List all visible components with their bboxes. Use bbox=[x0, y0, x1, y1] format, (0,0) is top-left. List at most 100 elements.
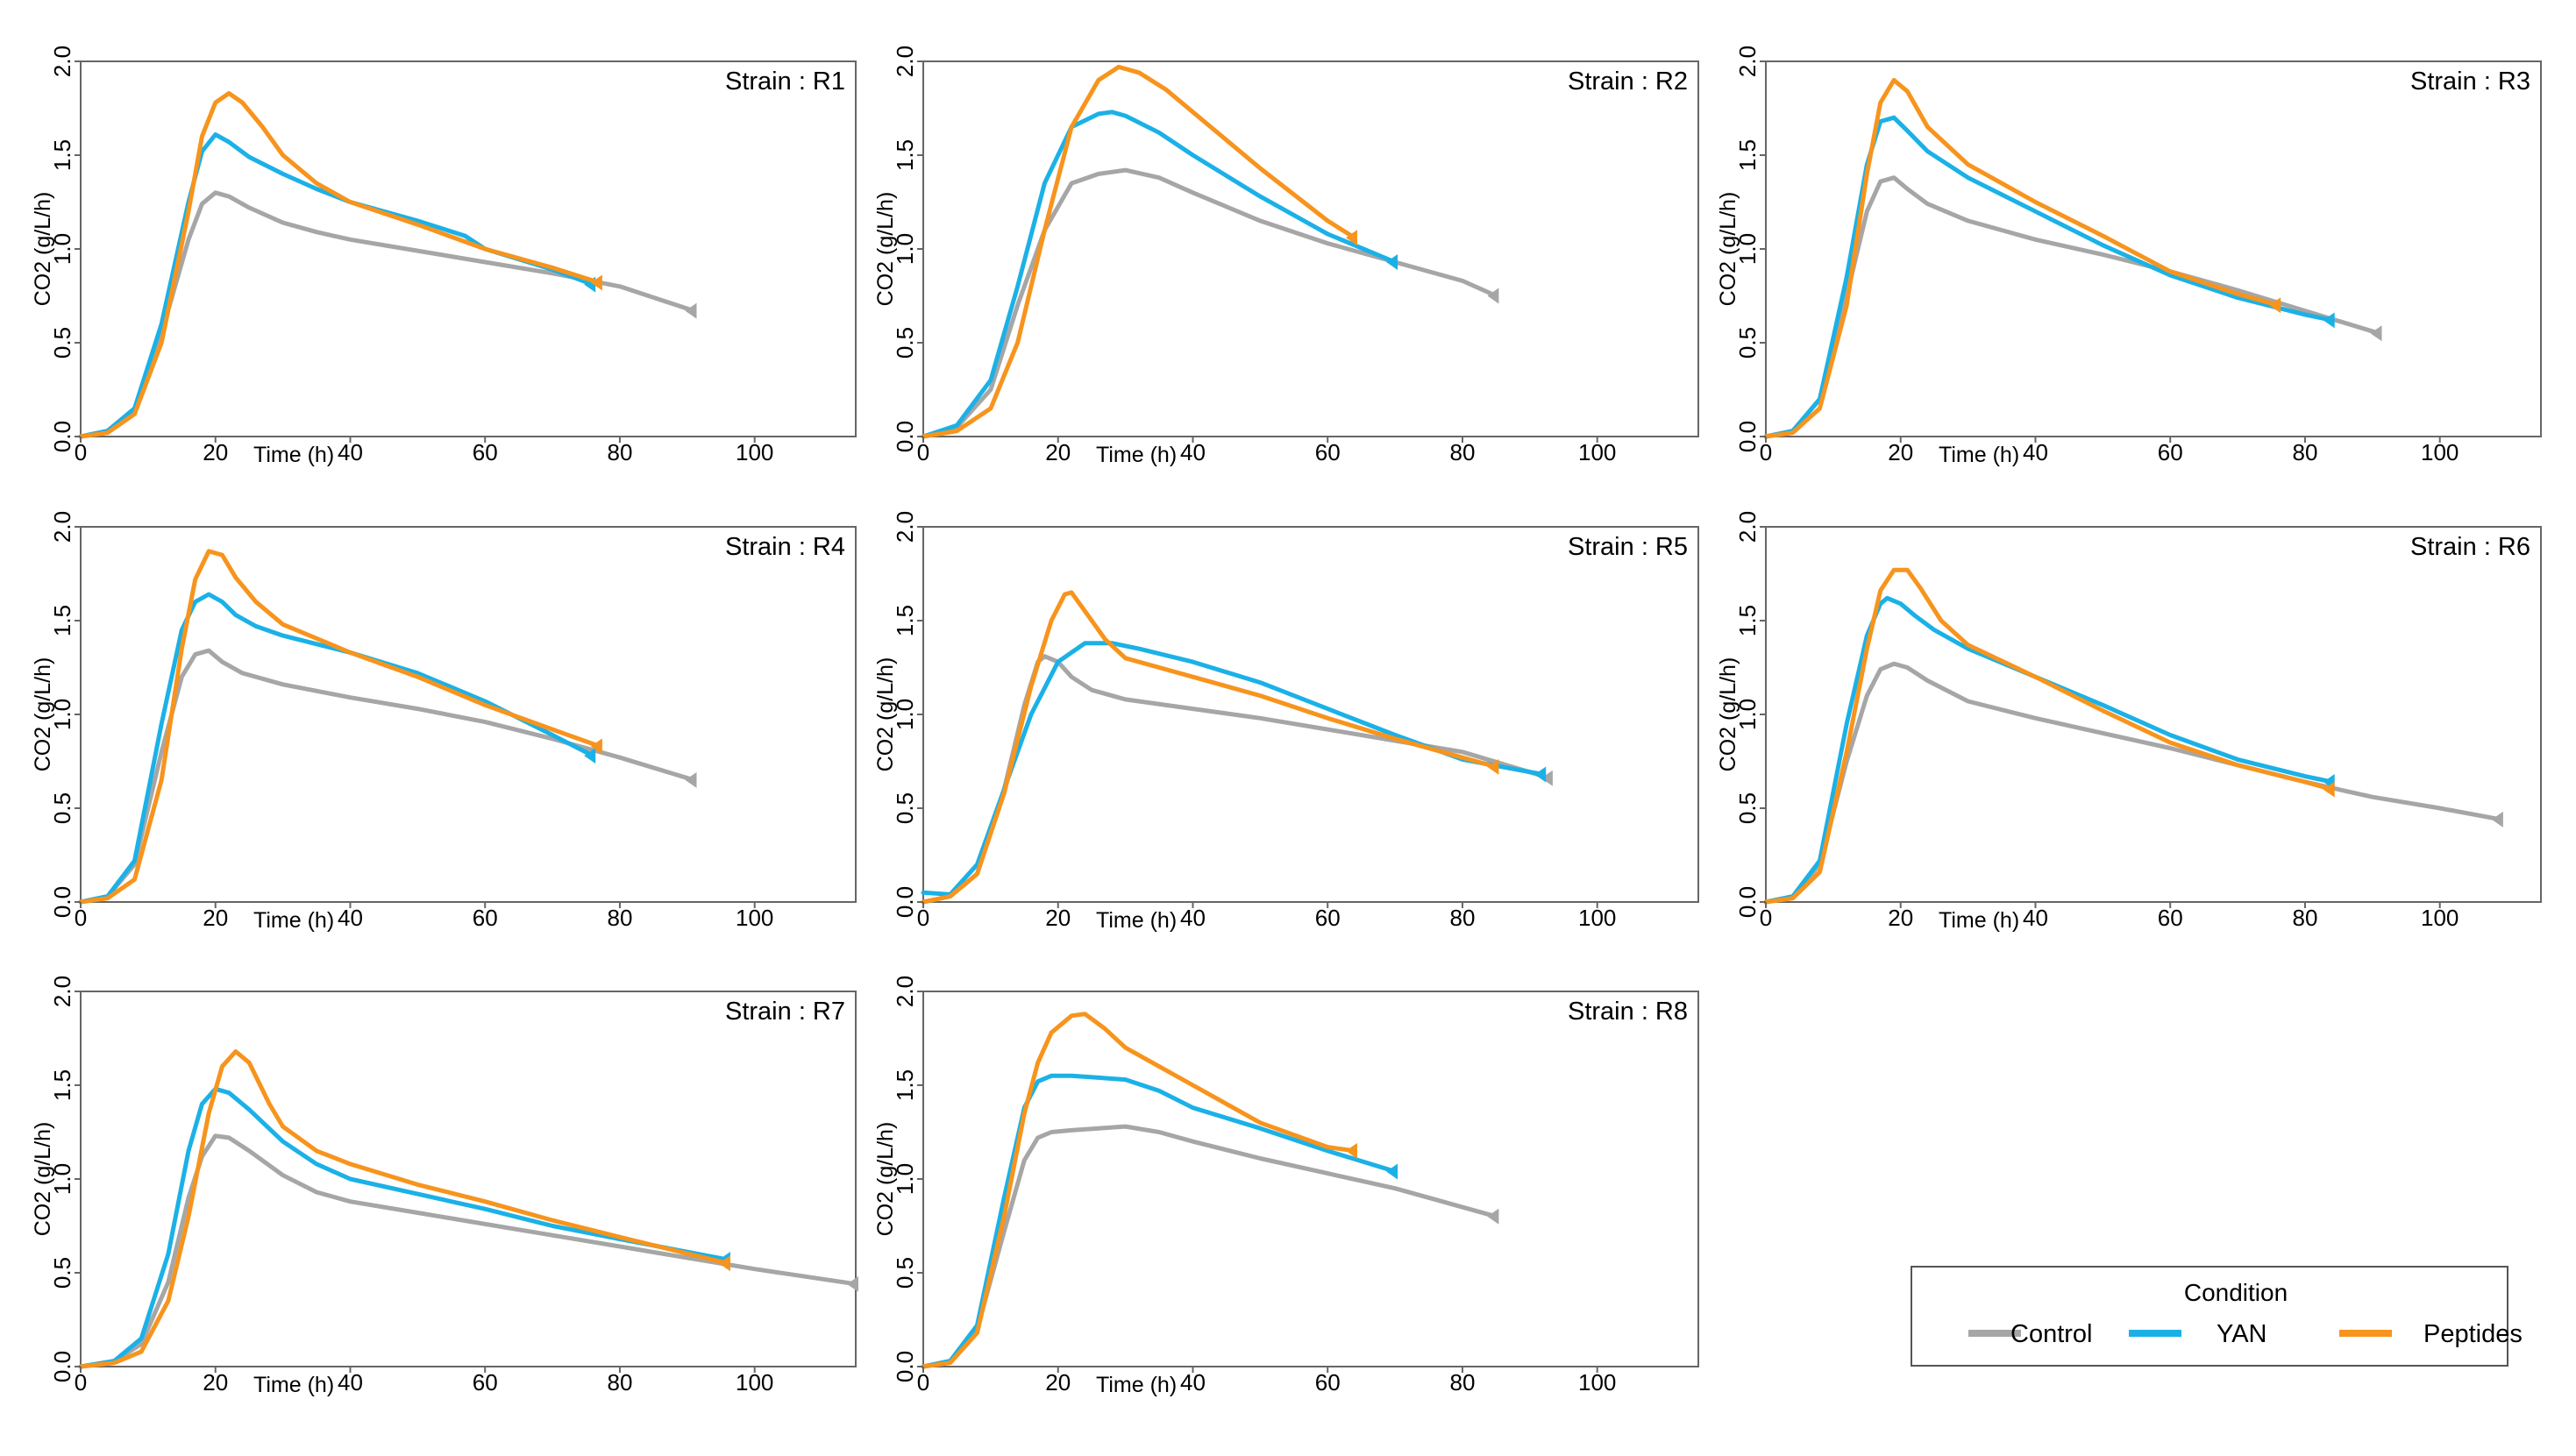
panel-r5: 0 20 40 60 80 100 0.0 0.5 1.0 1.5 2.0 Time (h) CO2 (… bbox=[873, 511, 1699, 933]
x-axis-title: Time (h) bbox=[1096, 908, 1177, 933]
x-tick-label: 40 bbox=[2023, 905, 2048, 931]
series-end-marker bbox=[1345, 1142, 1357, 1159]
x-axis-title: Time (h) bbox=[253, 908, 334, 933]
y-axis-title: CO2 (g/L/h) bbox=[31, 657, 55, 772]
x-tick-label: 0 bbox=[917, 905, 929, 931]
series-end-marker bbox=[2323, 781, 2335, 798]
strain-label: Strain : R2 bbox=[1568, 67, 1688, 96]
x-tick-label: 100 bbox=[2421, 439, 2459, 465]
y-axis-title: CO2 (g/L/h) bbox=[1716, 657, 1740, 772]
y-tick-label: 0.0 bbox=[49, 421, 75, 452]
series-line-yan bbox=[78, 132, 595, 439]
y-tick-label: 0.5 bbox=[892, 327, 918, 359]
strain-label: Strain : R7 bbox=[725, 998, 845, 1026]
x-tick-label: 80 bbox=[1449, 1369, 1475, 1396]
strain-label: Strain : R1 bbox=[725, 67, 845, 96]
y-tick-label: 1.5 bbox=[1734, 139, 1761, 171]
y-tick-label: 1.5 bbox=[892, 605, 918, 636]
series-line-peptides bbox=[1763, 567, 2335, 905]
series-line-yan bbox=[921, 641, 1546, 897]
x-tick-label: 80 bbox=[607, 439, 632, 465]
series-end-marker bbox=[1345, 230, 1357, 246]
x-tick-label: 60 bbox=[2158, 905, 2183, 931]
series-end-marker bbox=[1541, 770, 1553, 786]
y-tick-label: 0.0 bbox=[49, 1351, 75, 1382]
x-axis-title: Time (h) bbox=[1939, 908, 2019, 933]
legend: Condition Control YAN Peptides bbox=[1911, 1266, 2523, 1367]
x-tick-label: 60 bbox=[1315, 439, 1341, 465]
series-line-yan bbox=[1763, 595, 2335, 905]
x-tick-label: 80 bbox=[1449, 905, 1475, 931]
x-tick-label: 20 bbox=[203, 1369, 228, 1396]
y-tick-label: 0.0 bbox=[892, 886, 918, 918]
x-tick-label: 100 bbox=[736, 1369, 773, 1396]
y-axis-title: CO2 (g/L/h) bbox=[873, 192, 898, 307]
x-tick-label: 100 bbox=[1578, 439, 1616, 465]
x-tick-label: 80 bbox=[2292, 439, 2317, 465]
y-tick-label: 1.0 bbox=[892, 699, 918, 730]
x-axis-title: Time (h) bbox=[253, 443, 334, 467]
panel-r3: 0 20 40 60 80 100 0.0 0.5 1.0 1.5 2.0 Time (h) CO2 (… bbox=[1716, 46, 2542, 467]
panels: 0 20 40 60 80 100 0.0 0.5 1.0 1.5 2.0 Time (h) CO2 (… bbox=[31, 46, 2542, 1397]
y-tick-label: 2.0 bbox=[49, 511, 75, 543]
x-tick-label: 60 bbox=[2158, 439, 2183, 465]
legend-label-peptides: Peptides bbox=[2423, 1320, 2523, 1348]
y-tick-label: 0.5 bbox=[1734, 792, 1761, 824]
series-line-control bbox=[1763, 661, 2503, 905]
series-line-control bbox=[78, 648, 696, 905]
x-tick-label: 100 bbox=[1578, 905, 1616, 931]
x-tick-label: 0 bbox=[75, 905, 87, 931]
y-axis-title: CO2 (g/L/h) bbox=[31, 192, 55, 307]
plot-frame bbox=[80, 526, 857, 903]
x-axis-title: Time (h) bbox=[1096, 1373, 1177, 1397]
x-tick-label: 60 bbox=[473, 439, 498, 465]
y-tick-label: 2.0 bbox=[892, 511, 918, 543]
series-end-marker bbox=[1487, 758, 1499, 775]
series-line-peptides bbox=[78, 549, 602, 905]
x-tick-label: 80 bbox=[1449, 439, 1475, 465]
y-tick-label: 1.0 bbox=[1734, 699, 1761, 730]
x-tick-label: 60 bbox=[473, 1369, 498, 1396]
y-tick-label: 0.0 bbox=[892, 421, 918, 452]
y-tick-label: 2.0 bbox=[49, 976, 75, 1007]
series-line-control bbox=[921, 654, 1553, 905]
x-tick-label: 0 bbox=[1760, 905, 1772, 931]
legend-label-control: Control bbox=[2010, 1320, 2093, 1348]
x-tick-label: 100 bbox=[736, 905, 773, 931]
y-tick-label: 0.5 bbox=[892, 1257, 918, 1289]
legend-label-yan: YAN bbox=[2217, 1320, 2266, 1348]
series-line-yan bbox=[921, 1073, 1398, 1369]
series-end-marker bbox=[2269, 297, 2281, 314]
y-tick-label: 1.5 bbox=[49, 1069, 75, 1101]
x-tick-label: 0 bbox=[75, 439, 87, 465]
y-tick-label: 2.0 bbox=[1734, 511, 1761, 543]
x-tick-label: 60 bbox=[1315, 905, 1341, 931]
x-tick-label: 0 bbox=[1760, 439, 1772, 465]
x-tick-label: 0 bbox=[917, 1369, 929, 1396]
series-line-control bbox=[78, 190, 696, 439]
series-end-marker bbox=[718, 1255, 730, 1272]
series-line-peptides bbox=[921, 1012, 1357, 1369]
x-tick-label: 0 bbox=[917, 439, 929, 465]
series-end-marker bbox=[685, 771, 697, 788]
y-tick-label: 1.0 bbox=[892, 233, 918, 265]
panel-r7: 0 20 40 60 80 100 0.0 0.5 1.0 1.5 2.0 Time (h) CO2 (… bbox=[31, 976, 858, 1397]
panel-r6: 0 20 40 60 80 100 0.0 0.5 1.0 1.5 2.0 Time (h) CO2 (… bbox=[1716, 511, 2542, 933]
series-line-yan bbox=[1763, 115, 2335, 439]
series-end-marker bbox=[590, 274, 602, 291]
y-axis-title: CO2 (g/L/h) bbox=[873, 1122, 898, 1237]
y-tick-label: 0.5 bbox=[1734, 327, 1761, 359]
x-tick-label: 20 bbox=[1888, 905, 1913, 931]
x-axis-title: Time (h) bbox=[1096, 443, 1177, 467]
series-end-marker bbox=[685, 302, 697, 319]
series-line-yan bbox=[78, 1086, 730, 1369]
y-tick-label: 0.5 bbox=[49, 792, 75, 824]
plot-frame bbox=[80, 60, 857, 437]
series-end-marker bbox=[1487, 288, 1499, 304]
y-tick-label: 2.0 bbox=[49, 46, 75, 77]
strain-label: Strain : R8 bbox=[1568, 998, 1688, 1026]
x-tick-label: 40 bbox=[1180, 1369, 1206, 1396]
x-axis-title: Time (h) bbox=[1939, 443, 2019, 467]
y-tick-label: 1.0 bbox=[49, 1163, 75, 1195]
